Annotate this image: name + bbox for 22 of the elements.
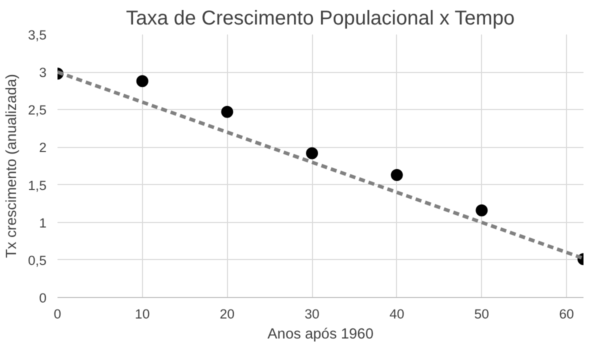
point: [476, 204, 488, 216]
x-tick-label: 30: [304, 306, 320, 322]
y-tick-label: 1: [39, 215, 47, 230]
y-tick-label: 0,5: [28, 252, 47, 268]
x-tick-label: 40: [389, 306, 404, 322]
y-tick-label: 3: [39, 65, 47, 80]
y-tick-label: 3,5: [28, 28, 47, 42]
y-tick-label: 2,5: [28, 102, 47, 118]
y-axis-title: Tx crescimento (anualizada): [4, 74, 20, 258]
point: [390, 169, 403, 182]
point: [306, 147, 318, 160]
chart-title: Taxa de Crescimento Populacional x Tempo: [126, 8, 515, 30]
y-tick-label: 0: [39, 290, 47, 306]
x-tick-label: 50: [474, 306, 490, 322]
y-tick-label: 2: [39, 140, 47, 156]
x-axis-title: Anos após 1960: [268, 326, 374, 342]
y-tick-label: 1,5: [28, 178, 47, 193]
x-tick-label: 10: [134, 306, 150, 322]
x-tick-label: 20: [220, 306, 235, 322]
point: [221, 106, 234, 118]
x-tick-label: 60: [559, 306, 574, 322]
x-tick-label: 0: [54, 306, 62, 322]
